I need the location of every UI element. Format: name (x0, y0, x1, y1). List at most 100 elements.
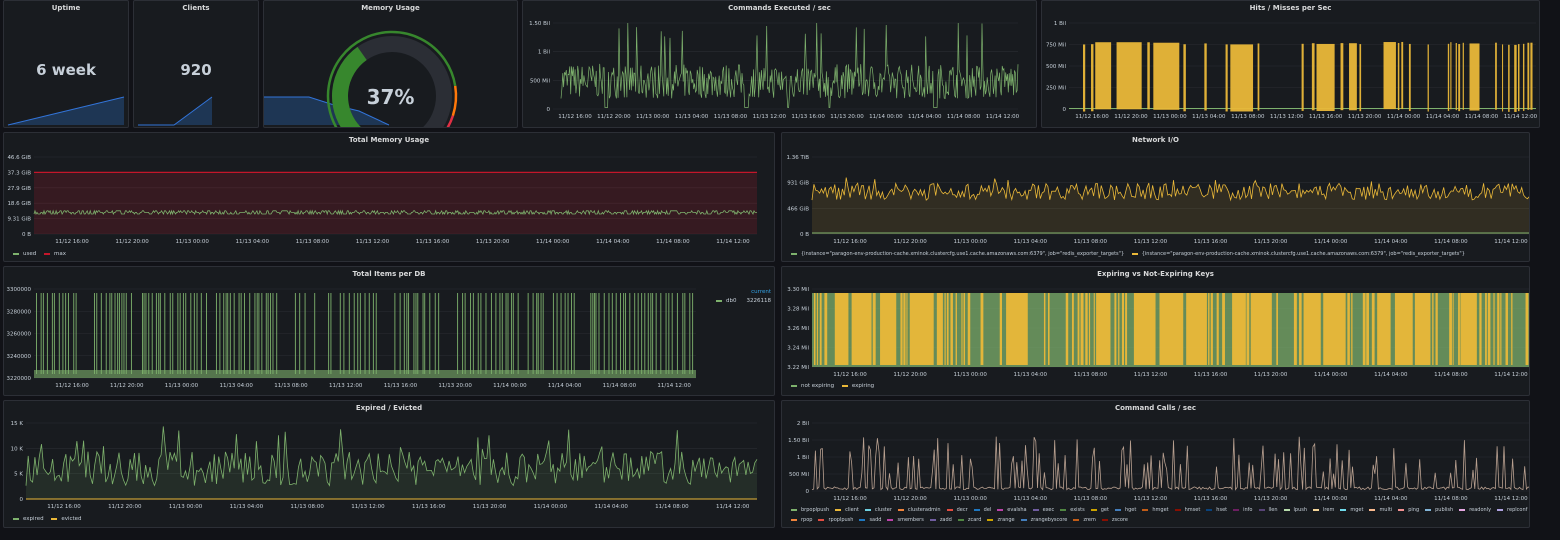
network-panel[interactable]: Network I/O 0 B 466 GiB 931 GiB 1.36 TiB 11/… (781, 132, 1530, 262)
legend-expired[interactable]: expired (13, 514, 44, 524)
y-tick-label: 0 (20, 497, 24, 503)
y-tick-label: 15 K (11, 421, 24, 427)
expiring-bar (1186, 293, 1207, 365)
legend-cluster[interactable]: cluster (864, 505, 892, 515)
legend-network-2[interactable]: {instance="paragon-env-production-cache.… (1131, 249, 1465, 259)
items-panel[interactable]: Total Items per DB 3220000 3240000 3260000… (3, 266, 775, 396)
hits-bar (1116, 42, 1142, 110)
expiring-panel[interactable]: Expiring vs Not-Expiring Keys 3.22 Mil 3.… (781, 266, 1530, 396)
network-legend: {instance="paragon-env-production-cache.… (791, 249, 1471, 259)
hits-bar (1401, 41, 1404, 110)
items-legend-value: 3226118 (746, 298, 771, 304)
legend-replconf[interactable]: replconf (1497, 505, 1527, 515)
expiring-bar (819, 293, 822, 365)
x-tick-label: 11/13 20:00 (476, 239, 510, 245)
legend-info[interactable]: info (1233, 505, 1253, 515)
expired-panel[interactable]: Expired / Evicted 0 5 K 10 K 15 K 11/12 16:0… (3, 400, 775, 528)
clients-sparkline (138, 96, 213, 126)
x-tick-label: 11/12 20:00 (115, 239, 149, 245)
hits-panel[interactable]: Hits / Misses per Sec 0 250 Mil 500 Mil 750… (1041, 0, 1540, 128)
legend-evicted[interactable]: evicted (51, 514, 82, 524)
x-tick-label: 11/13 00:00 (165, 383, 199, 389)
legend-label: hset (1216, 507, 1228, 513)
legend-zrem[interactable]: zrem (1073, 515, 1096, 525)
legend-zadd[interactable]: zadd (929, 515, 952, 525)
legend-expiring[interactable]: expiring (841, 381, 875, 391)
legend-rpop[interactable]: rpop (791, 515, 812, 525)
y-tick-label: 1.36 TiB (787, 155, 810, 161)
legend-exists[interactable]: exists (1060, 505, 1085, 515)
expiring-bar (946, 293, 949, 365)
items-spike (121, 293, 123, 374)
legend-multi[interactable]: multi (1369, 505, 1392, 515)
legend-get[interactable]: get (1090, 505, 1109, 515)
legend-clusteradmin[interactable]: clusteradmin (897, 505, 941, 515)
legend-rpoplpush[interactable]: rpoplpush (818, 515, 853, 525)
legend-zcard[interactable]: zcard (957, 515, 981, 525)
expiring-bar (1449, 293, 1452, 365)
x-tick-label: 11/13 08:00 (1074, 239, 1108, 245)
commands-panel[interactable]: Commands Executed / sec 0 500 Mil 1 Bil 1.5… (522, 0, 1037, 128)
clients-panel[interactable]: Clients 920 (133, 0, 259, 128)
items-spike (652, 293, 654, 374)
legend-evalsha[interactable]: evalsha (997, 505, 1027, 515)
legend-used-label: used (23, 251, 37, 257)
legend-hset[interactable]: hset (1206, 505, 1227, 515)
expiring-bar (1125, 293, 1128, 365)
items-legend-row[interactable]: db0 3226118 (716, 298, 771, 304)
legend-hmget[interactable]: hmget (1142, 505, 1169, 515)
legend-max[interactable]: max (43, 249, 66, 259)
legend-swatch (791, 518, 797, 521)
legend-exec[interactable]: exec (1032, 505, 1054, 515)
x-tick-label: 11/14 08:00 (1465, 114, 1499, 120)
legend-hget[interactable]: hget (1114, 505, 1136, 515)
memory-usage-panel[interactable]: Memory Usage 37% (263, 0, 518, 128)
legend-lpush[interactable]: lpush (1283, 505, 1308, 515)
items-spike (258, 293, 260, 374)
legend-hmset[interactable]: hmset (1174, 505, 1200, 515)
expiring-bar (936, 293, 943, 365)
expiring-bar (999, 293, 1002, 365)
legend-not-expiring[interactable]: not expiring (791, 381, 834, 391)
legend-smembers[interactable]: smembers (887, 515, 924, 525)
expiring-bar (1347, 293, 1350, 365)
legend-label: lpush (1293, 507, 1308, 513)
expiring-bar (1525, 293, 1529, 365)
legend-mget[interactable]: mget (1340, 505, 1363, 515)
uptime-panel[interactable]: Uptime 6 week (3, 0, 129, 128)
y-tick-label: 931 GiB (787, 181, 809, 187)
x-tick-label: 11/14 04:00 (548, 383, 582, 389)
legend-network-1[interactable]: {instance="paragon-env-production-cache.… (791, 249, 1124, 259)
legend-sadd[interactable]: sadd (859, 515, 881, 525)
legend-zrange[interactable]: zrange (987, 515, 1015, 525)
legend-publish[interactable]: publish (1425, 505, 1453, 515)
legend-del[interactable]: del (973, 505, 991, 515)
items-spike (172, 293, 174, 374)
expiring-bar (1323, 293, 1346, 365)
items-spike (114, 293, 116, 374)
items-spike (472, 293, 474, 374)
legend-readonly[interactable]: readonly (1459, 505, 1491, 515)
memory-gauge (264, 30, 458, 127)
items-spike (415, 293, 417, 374)
legend-llen[interactable]: llen (1258, 505, 1278, 515)
items-spike (177, 293, 179, 374)
x-tick-label: 11/14 00:00 (1314, 372, 1348, 378)
expiring-bar (1362, 293, 1366, 365)
expiring-bar (1458, 293, 1460, 365)
network-chart: 0 B 466 GiB 931 GiB 1.36 TiB 11/12 16:00 11/1… (787, 155, 1529, 245)
legend-expiring-label: expiring (851, 383, 875, 389)
items-spike (73, 293, 75, 374)
command-calls-panel[interactable]: Command Calls / sec 0 500 Mil 1 Bil 1.50 Bi… (781, 400, 1530, 528)
legend-client[interactable]: client (835, 505, 859, 515)
legend-swatch (957, 518, 964, 521)
legend-used[interactable]: used (13, 249, 36, 259)
total-memory-panel[interactable]: Total Memory Usage 0 B 9.31 GiB 18.6 GiB 27… (3, 132, 775, 262)
legend-zrangebyscore[interactable]: zrangebyscore (1020, 515, 1067, 525)
legend-lrem[interactable]: lrem (1313, 505, 1334, 515)
legend-decr[interactable]: decr (946, 505, 968, 515)
items-spike (375, 293, 377, 374)
legend-zscore[interactable]: zscore (1101, 515, 1128, 525)
legend-ping[interactable]: ping (1398, 505, 1419, 515)
legend-brpoplpush[interactable]: brpoplpush (791, 505, 829, 515)
